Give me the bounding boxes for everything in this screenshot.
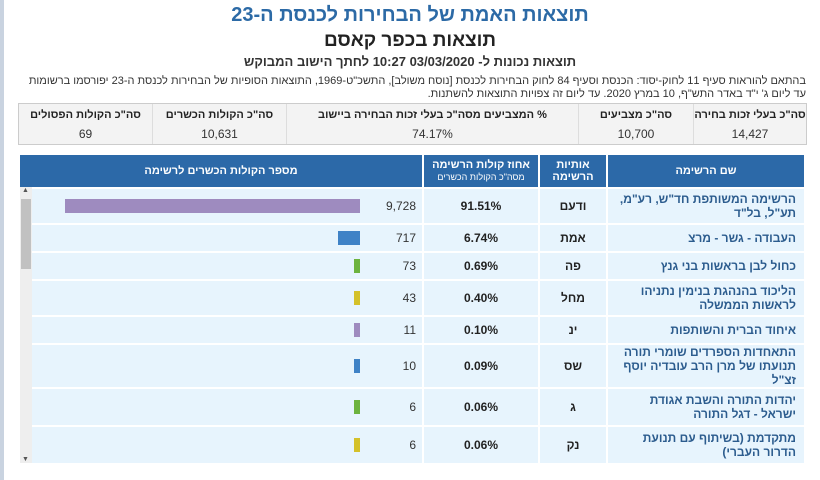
votes-cell: 717 xyxy=(20,225,422,251)
legal-note: בהתאם להוראות סעיף 11 לחוק-יסוד: הכנסת ו… xyxy=(28,75,806,100)
votes-cell: 43 xyxy=(20,281,422,315)
summary-invalid: סה"כ הקולות הפסולים 69 xyxy=(19,104,152,144)
table-row: הליכוד בהנהגת בנימין נתניהו לראשות הממשל… xyxy=(20,281,804,315)
votes-count: 73 xyxy=(402,259,416,273)
votes-count: 6 xyxy=(409,400,416,414)
results-table: שם הרשימה אותיות הרשימה אחוז קולות הרשימ… xyxy=(18,153,806,465)
votes-bar xyxy=(65,199,360,213)
table-row: כחול לבן בראשות בני גנץ פה 0.69% 73 xyxy=(20,253,804,279)
votes-cell: 6 xyxy=(20,427,422,463)
table-row: מתקדמת (בשיתוף עם תנועת הדרור העברי) נק … xyxy=(20,427,804,463)
summary-value: 69 xyxy=(78,127,93,141)
timestamp-line: תוצאות נכונות ל- 03/03/2020 10:27 לחתך ה… xyxy=(243,54,577,69)
list-letters: שס xyxy=(540,345,606,387)
summary-turnout: % המצביעים מסה"כ בעלי זכות הבחירה ביישוב… xyxy=(286,104,578,144)
table-row: הרשימה המשותפת חד"ש, רע"מ, תע"ל, בל"ד וד… xyxy=(20,189,804,223)
list-percent: 0.06% xyxy=(424,427,538,463)
scroll-down-icon[interactable]: ▼ xyxy=(22,456,29,463)
votes-cell: 73 xyxy=(20,253,422,279)
summary-eligible: סה"כ בעלי זכות בחירה 14,427 xyxy=(693,104,806,144)
votes-count: 11 xyxy=(403,323,416,337)
votes-bar xyxy=(338,231,360,245)
summary-label: סה"כ מצביעים xyxy=(599,109,673,121)
list-percent: 0.40% xyxy=(424,281,538,315)
list-name: איחוד הברית והשותפות xyxy=(608,317,804,343)
votes-cell: 6 xyxy=(20,389,422,425)
list-letters: אמת xyxy=(540,225,606,251)
votes-bar xyxy=(354,438,360,452)
list-letters: נק xyxy=(540,427,606,463)
votes-count: 6 xyxy=(409,438,416,452)
scroll-up-icon[interactable]: ▲ xyxy=(22,187,29,194)
list-percent: 91.51% xyxy=(424,189,538,223)
summary-value: 10,700 xyxy=(617,127,655,141)
list-name: הרשימה המשותפת חד"ש, רע"מ, תע"ל, בל"ד xyxy=(608,189,804,223)
summary-value: 14,427 xyxy=(731,127,769,141)
list-name: מתקדמת (בשיתוף עם תנועת הדרור העברי) xyxy=(608,427,804,463)
summary-voters: סה"כ מצביעים 10,700 xyxy=(578,104,693,144)
votes-count: 10 xyxy=(402,359,416,373)
list-letters: ודעם xyxy=(540,189,606,223)
header-name: שם הרשימה xyxy=(608,155,804,187)
header-pct-sub: מסה"כ הקולות הכשרים xyxy=(437,172,525,182)
votes-bar xyxy=(354,323,360,337)
votes-count: 717 xyxy=(395,231,416,245)
list-percent: 0.06% xyxy=(424,389,538,425)
summary-value: 74.17% xyxy=(412,127,453,141)
table-row: העבודה - גשר - מרצ אמת 6.74% 717 xyxy=(20,225,804,251)
header-pct-label: אחוז קולות הרשימה xyxy=(432,159,530,171)
votes-bar xyxy=(354,400,360,414)
table-row: יהדות התורה והשבת אגודת ישראל - דגל התור… xyxy=(20,389,804,425)
list-percent: 0.10% xyxy=(424,317,538,343)
page-subtitle: תוצאות בכפר קאסם xyxy=(324,30,496,51)
list-name: התאחדות הספרדים שומרי תורה תנועתו של מרן… xyxy=(608,345,804,387)
summary-label: סה"כ הקולות הפסולים xyxy=(30,109,141,121)
scrollbar-thumb[interactable] xyxy=(21,199,31,269)
votes-bar xyxy=(354,291,360,305)
list-letters: מחל xyxy=(540,281,606,315)
list-name: העבודה - גשר - מרצ xyxy=(608,225,804,251)
votes-count: 43 xyxy=(402,291,416,305)
header-pct: אחוז קולות הרשימה מסה"כ הקולות הכשרים xyxy=(424,155,538,187)
header-votes: מספר הקולות הכשרים לרשימה xyxy=(20,155,422,187)
summary-valid: סה"כ הקולות הכשרים 10,631 xyxy=(152,104,286,144)
list-letters: ג xyxy=(540,389,606,425)
votes-cell: 11 xyxy=(20,317,422,343)
header-letters: אותיות הרשימה xyxy=(540,155,606,187)
summary-label: סה"כ בעלי זכות בחירה xyxy=(694,109,806,121)
list-letters: פה xyxy=(540,253,606,279)
list-name: הליכוד בהנהגת בנימין נתניהו לראשות הממשל… xyxy=(608,281,804,315)
list-percent: 0.69% xyxy=(424,253,538,279)
summary-box: סה"כ בעלי זכות בחירה 14,427 סה"כ מצביעים 1… xyxy=(18,103,807,145)
list-name: כחול לבן בראשות בני גנץ xyxy=(608,253,804,279)
votes-bar xyxy=(354,259,360,273)
list-percent: 0.09% xyxy=(424,345,538,387)
votes-cell: 10 xyxy=(20,345,422,387)
list-percent: 6.74% xyxy=(424,225,538,251)
scrollbar[interactable]: ▲ ▼ xyxy=(20,187,32,463)
votes-cell: 9,728 xyxy=(20,189,422,223)
window-edge xyxy=(0,0,4,480)
summary-label: סה"כ הקולות הכשרים xyxy=(165,109,274,121)
list-name: יהדות התורה והשבת אגודת ישראל - דגל התור… xyxy=(608,389,804,425)
page-title: תוצאות האמת של הבחירות לכנסת ה-23 xyxy=(231,4,589,26)
summary-value: 10,631 xyxy=(201,127,238,141)
table-row: התאחדות הספרדים שומרי תורה תנועתו של מרן… xyxy=(20,345,804,387)
votes-bar xyxy=(354,359,360,373)
table-row: איחוד הברית והשותפות ינ 0.10% 11 xyxy=(20,317,804,343)
votes-count: 9,728 xyxy=(385,199,416,213)
list-letters: ינ xyxy=(540,317,606,343)
summary-label: % המצביעים מסה"כ בעלי זכות הבחירה ביישוב xyxy=(318,109,547,121)
